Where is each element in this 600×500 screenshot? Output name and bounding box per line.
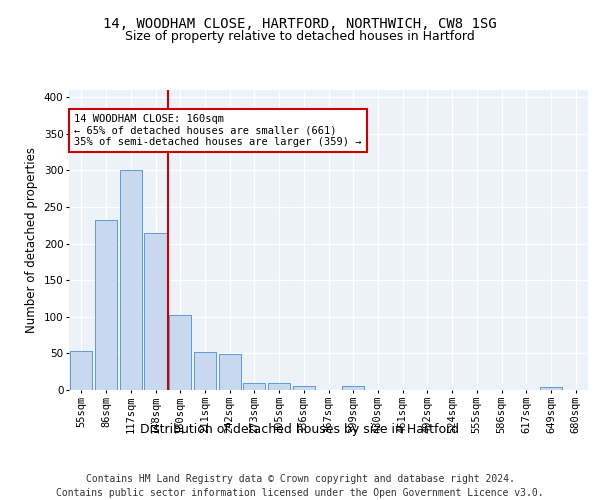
Bar xyxy=(119,170,142,390)
Text: 14 WOODHAM CLOSE: 160sqm
← 65% of detached houses are smaller (661)
35% of semi-: 14 WOODHAM CLOSE: 160sqm ← 65% of detach… xyxy=(74,114,362,147)
Bar xyxy=(194,352,216,390)
Text: 14, WOODHAM CLOSE, HARTFORD, NORTHWICH, CW8 1SG: 14, WOODHAM CLOSE, HARTFORD, NORTHWICH, … xyxy=(103,18,497,32)
Bar xyxy=(169,314,191,390)
Bar xyxy=(95,220,117,390)
Bar xyxy=(243,382,265,390)
Bar xyxy=(218,354,241,390)
Y-axis label: Number of detached properties: Number of detached properties xyxy=(25,147,38,333)
Bar xyxy=(540,387,562,390)
Bar xyxy=(268,384,290,390)
Bar xyxy=(145,232,167,390)
Text: Contains HM Land Registry data © Crown copyright and database right 2024.
Contai: Contains HM Land Registry data © Crown c… xyxy=(56,474,544,498)
Bar xyxy=(342,386,364,390)
Bar xyxy=(293,386,315,390)
Text: Size of property relative to detached houses in Hartford: Size of property relative to detached ho… xyxy=(125,30,475,43)
Text: Distribution of detached houses by size in Hartford: Distribution of detached houses by size … xyxy=(140,422,460,436)
Bar xyxy=(70,351,92,390)
